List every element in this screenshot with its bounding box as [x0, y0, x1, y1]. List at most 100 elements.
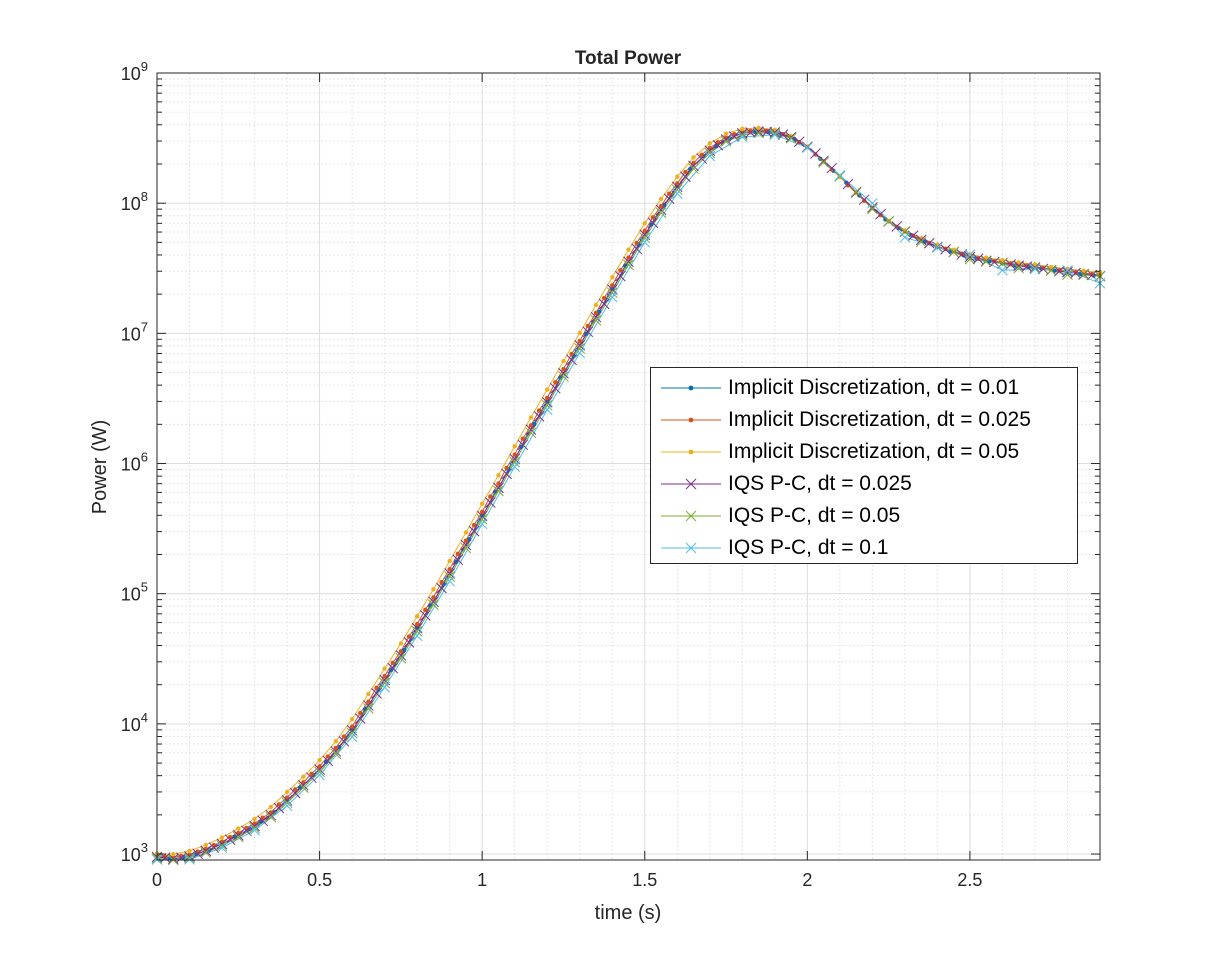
data-point	[249, 820, 260, 832]
data-point	[468, 525, 480, 537]
data-point	[512, 452, 517, 457]
data-point	[284, 795, 290, 800]
data-point	[610, 275, 615, 280]
data-point	[447, 566, 452, 572]
data-point	[460, 542, 472, 554]
data-point	[598, 298, 610, 310]
data-point	[663, 193, 675, 205]
data-point	[618, 268, 623, 273]
data-point	[834, 170, 846, 182]
data-point	[496, 481, 501, 486]
data-point	[314, 764, 325, 775]
data-point	[403, 637, 415, 648]
data-point	[517, 439, 529, 451]
axis-ticks	[156, 72, 1100, 861]
data-point	[992, 258, 997, 264]
data-point	[496, 473, 501, 478]
legend-label: Implicit Discretization, dt = 0.025	[728, 408, 1031, 431]
data-point	[769, 126, 781, 138]
data-point	[463, 538, 469, 543]
legend-entry: Implicit Discretization, dt = 0.025	[651, 404, 1079, 436]
data-point	[252, 816, 257, 822]
data-point	[545, 387, 550, 392]
data-point	[691, 160, 696, 166]
data-point	[593, 302, 599, 308]
data-point	[577, 338, 582, 344]
data-point	[558, 371, 569, 382]
y-tick-label: 108	[121, 189, 148, 214]
chart-title: Total Power	[575, 48, 682, 69]
data-point	[642, 221, 647, 226]
data-point	[479, 501, 485, 506]
data-point	[606, 287, 618, 299]
data-point	[200, 845, 212, 857]
data-point	[301, 780, 306, 785]
data-point	[1000, 257, 1005, 263]
data-point	[675, 174, 680, 179]
data-point	[363, 700, 374, 711]
data-point	[829, 167, 834, 172]
y-tick-label: 105	[121, 580, 148, 605]
data-point	[818, 157, 829, 168]
data-point	[623, 256, 634, 268]
data-point	[899, 231, 911, 243]
data-point	[574, 347, 586, 359]
data-point	[452, 554, 464, 566]
data-point	[444, 568, 456, 579]
data-point	[545, 399, 550, 404]
data-point	[610, 286, 615, 291]
data-point	[585, 323, 591, 329]
data-point	[658, 203, 664, 209]
data-point	[704, 145, 716, 157]
data-point	[1062, 269, 1073, 280]
data-point	[241, 825, 252, 837]
data-point	[769, 129, 781, 141]
data-point	[232, 829, 244, 841]
x-axis-label: time (s)	[595, 902, 662, 924]
legend-swatch-2	[661, 449, 721, 455]
plot-frame	[156, 72, 1101, 861]
data-point	[444, 571, 456, 583]
data-point	[479, 513, 485, 518]
data-point	[317, 757, 322, 763]
data-point	[980, 256, 992, 267]
data-point	[1062, 264, 1073, 276]
data-point	[688, 163, 699, 175]
data-point	[626, 247, 631, 252]
data-point	[932, 242, 943, 253]
data-point	[658, 196, 664, 202]
data-point	[902, 228, 908, 233]
data-point	[419, 610, 431, 621]
data-point	[785, 132, 797, 144]
data-point	[428, 599, 439, 611]
data-point	[650, 215, 656, 220]
data-point	[541, 399, 553, 411]
legend-swatch-1	[661, 417, 721, 423]
data-point	[720, 136, 732, 147]
data-point	[533, 411, 545, 422]
data-point	[626, 255, 631, 260]
data-point	[561, 366, 566, 372]
data-point	[520, 436, 526, 441]
data-point	[634, 240, 639, 246]
data-point	[785, 131, 797, 143]
data-point	[354, 713, 366, 724]
data-point	[216, 840, 228, 852]
data-point	[528, 415, 534, 420]
data-point	[545, 395, 550, 401]
data-point	[574, 343, 586, 354]
data-point	[1032, 262, 1038, 267]
data-point	[509, 453, 521, 465]
data-point	[997, 264, 1008, 276]
data-point	[639, 229, 651, 241]
data-point	[1089, 271, 1095, 277]
data-point	[1013, 262, 1025, 274]
data-point	[297, 782, 309, 793]
x-tick-label: 1.5	[632, 870, 657, 890]
data-point	[1024, 263, 1030, 268]
data-point	[956, 249, 968, 260]
legend-swatch-5	[661, 542, 721, 554]
data-point	[395, 652, 407, 664]
data-point	[493, 485, 504, 497]
legend-entry: Implicit Discretization, dt = 0.05	[651, 436, 1079, 468]
